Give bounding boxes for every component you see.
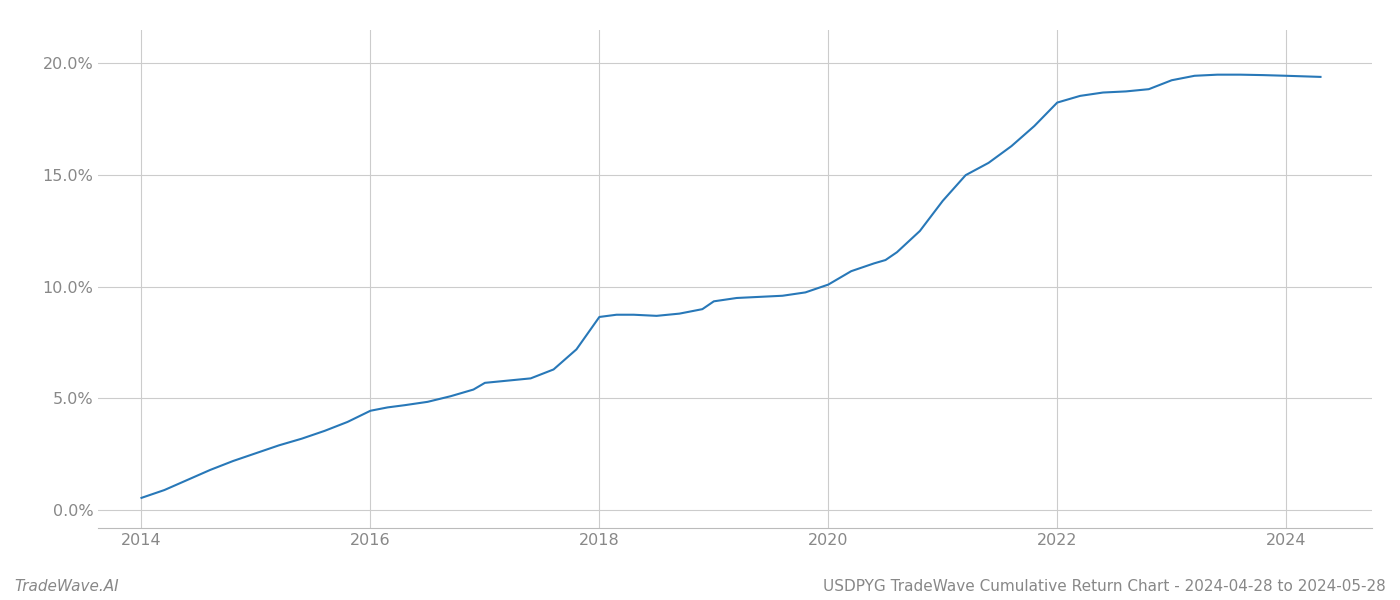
Text: USDPYG TradeWave Cumulative Return Chart - 2024-04-28 to 2024-05-28: USDPYG TradeWave Cumulative Return Chart… bbox=[823, 579, 1386, 594]
Text: TradeWave.AI: TradeWave.AI bbox=[14, 579, 119, 594]
